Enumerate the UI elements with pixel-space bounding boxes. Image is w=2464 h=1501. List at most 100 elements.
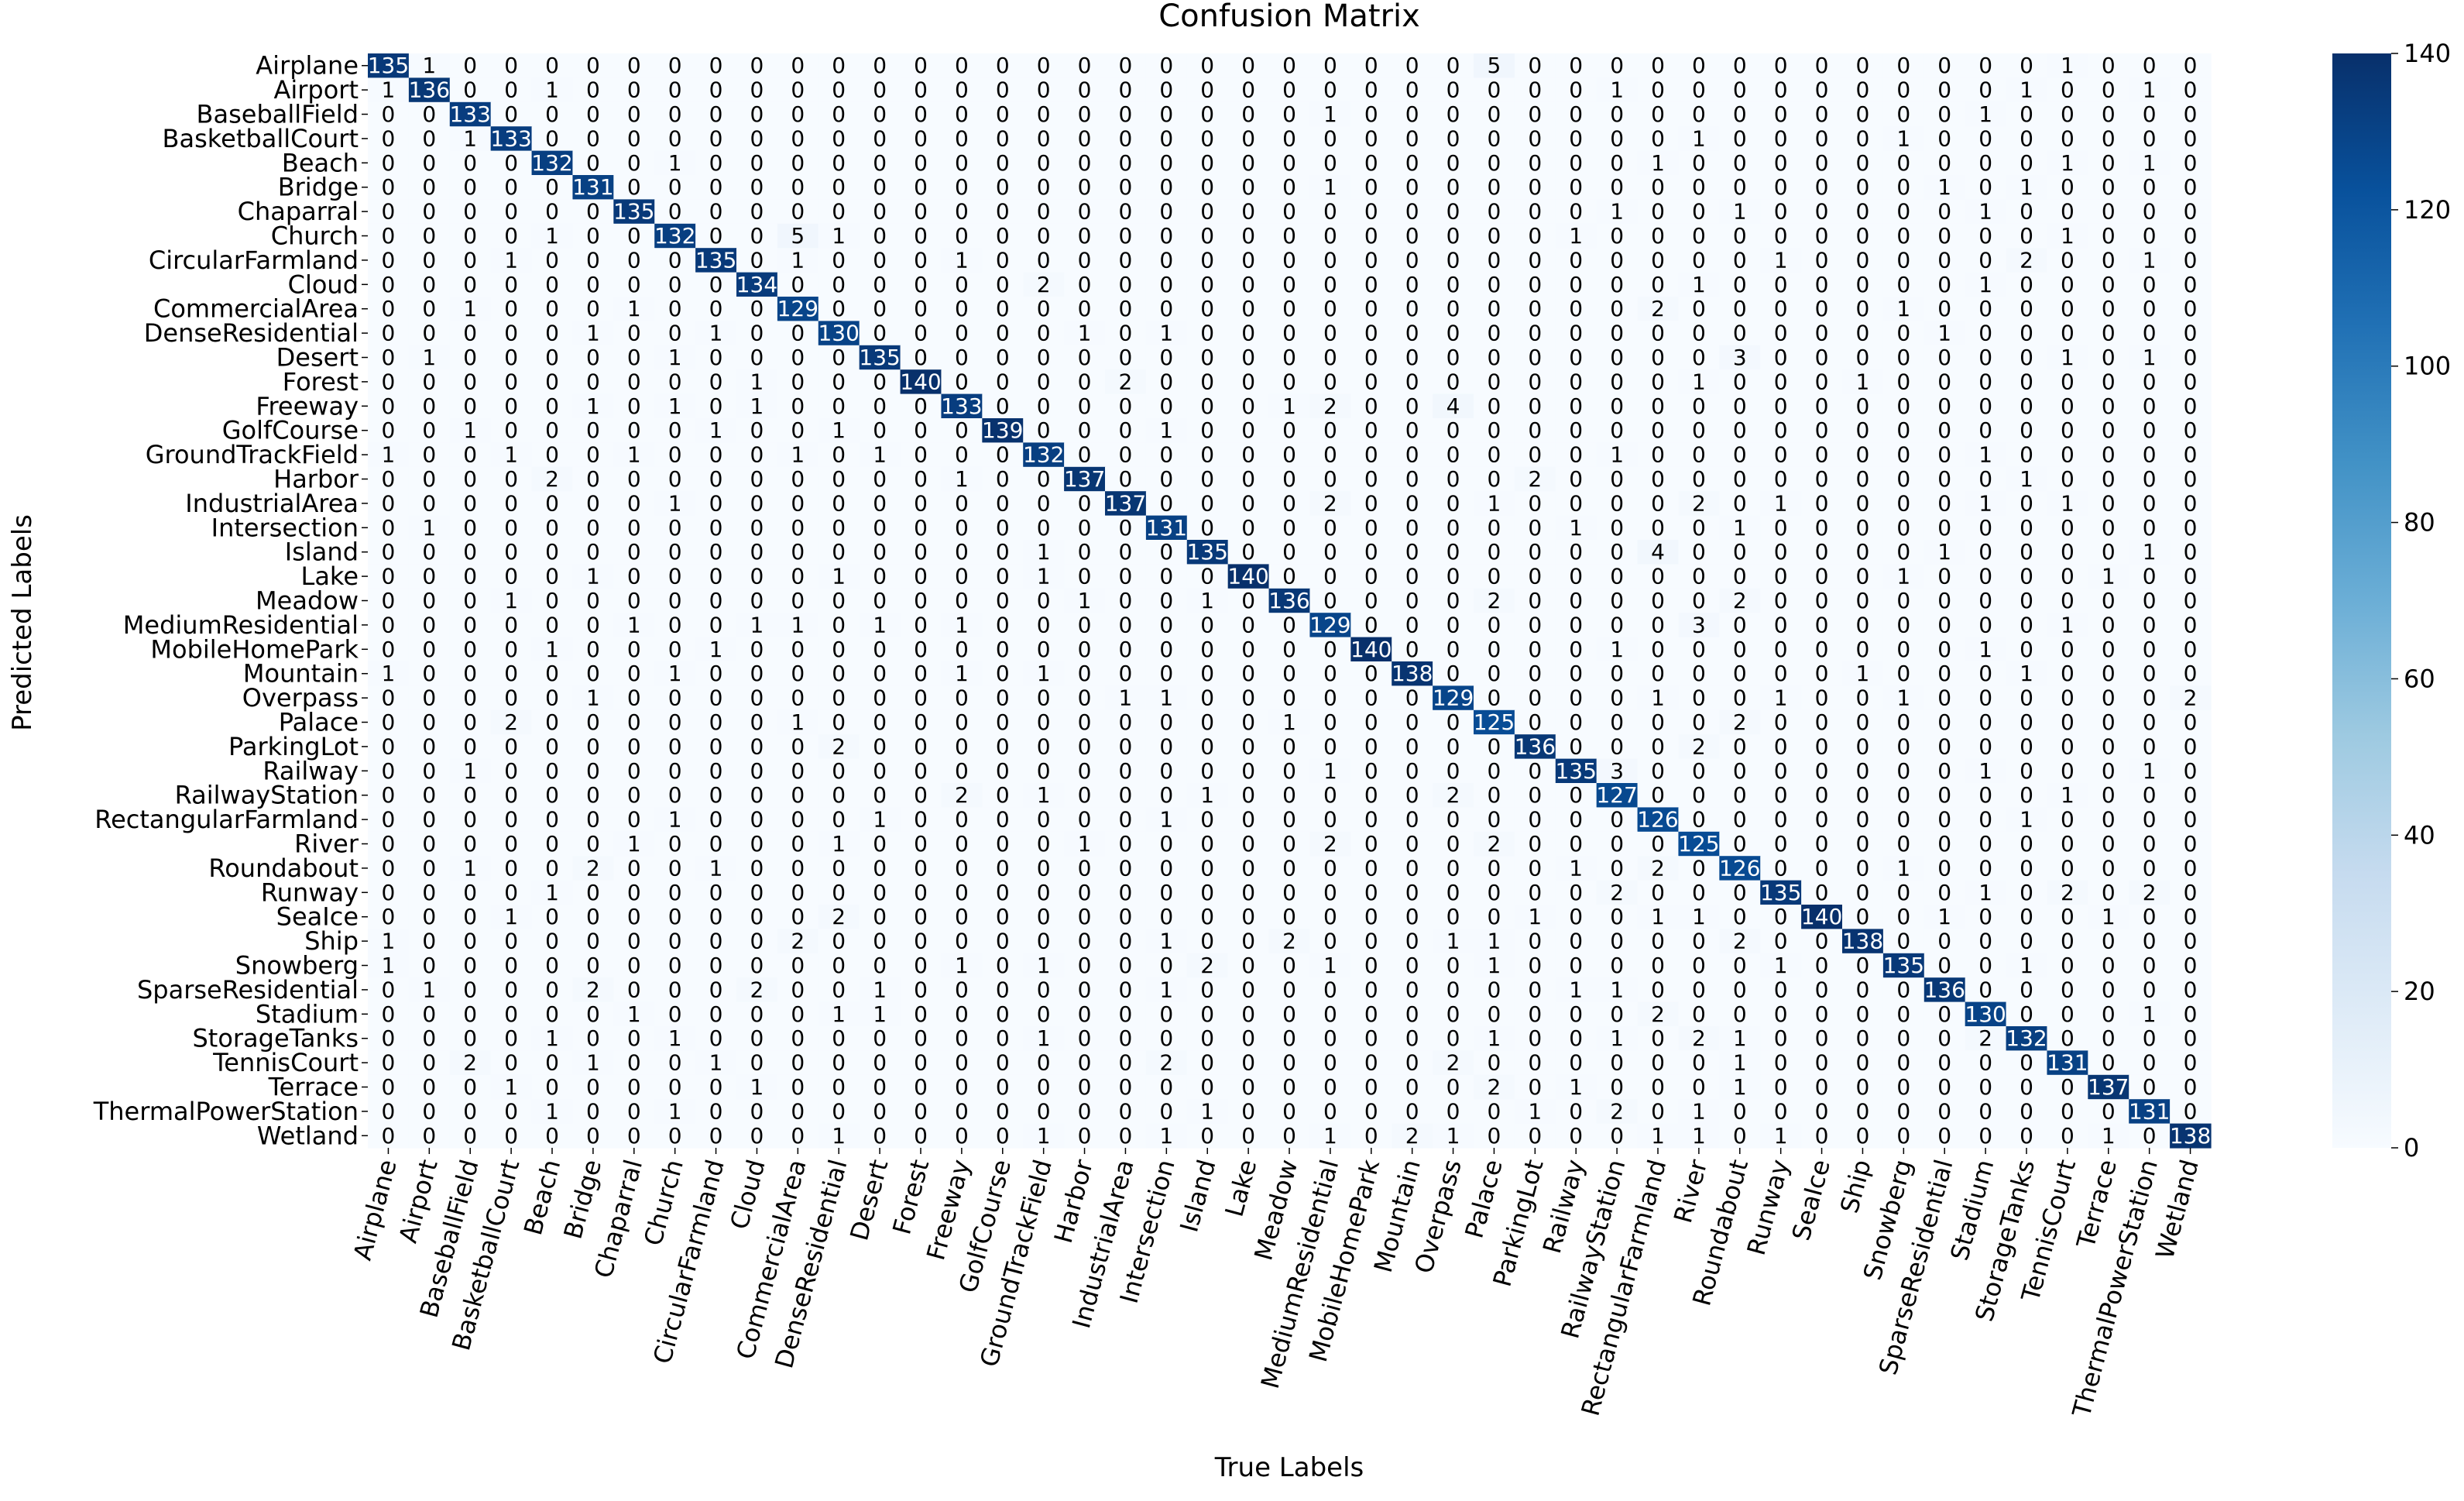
heatmap-cell (613, 345, 655, 370)
cell-value-label: 0 (2184, 515, 2198, 541)
cell-value-label: 0 (873, 588, 887, 613)
cell-value-label: 140 (900, 369, 941, 394)
cell-value-label: 0 (1446, 174, 1460, 200)
cell-value-label: 0 (2061, 637, 2074, 662)
heatmap-cell (1433, 101, 1474, 127)
cell-value-label: 0 (2184, 661, 2198, 686)
cell-value-label: 0 (504, 1025, 518, 1051)
cell-value-label: 0 (914, 855, 928, 881)
cell-value-label: 0 (1569, 174, 1583, 200)
cell-value-label: 1 (873, 612, 887, 637)
heatmap-cell (859, 53, 901, 78)
cell-value-label: 0 (1200, 321, 1214, 346)
cell-value-label: 2 (1692, 733, 1706, 759)
heatmap-cell (1678, 150, 1720, 176)
heatmap-cell (1145, 150, 1188, 176)
cell-value-label: 0 (382, 733, 396, 759)
cell-value-label: 1 (791, 247, 805, 273)
cell-value-label: 0 (1733, 612, 1747, 637)
cell-value-label: 0 (1896, 612, 1910, 637)
cell-value-label: 0 (2184, 345, 2198, 370)
heatmap-cell (1474, 150, 1515, 176)
cell-value-label: 0 (1528, 953, 1542, 978)
cell-value-label: 0 (2061, 417, 2074, 443)
cell-value-label: 0 (1405, 490, 1419, 516)
heatmap-cell (1637, 53, 1680, 78)
cell-value-label: 0 (1610, 1074, 1624, 1100)
cell-value-label: 0 (1937, 515, 1951, 541)
cell-value-label: 0 (1488, 393, 1501, 419)
cell-value-label: 0 (1405, 515, 1419, 541)
heatmap-cell (1923, 175, 1966, 200)
cell-value-label: 0 (545, 733, 559, 759)
cell-value-label: 0 (1200, 272, 1214, 297)
cell-value-label: 0 (504, 929, 518, 954)
heatmap-cell (736, 369, 778, 395)
heatmap-cell (1105, 345, 1147, 370)
heatmap-cell (982, 53, 1024, 78)
cell-value-label: 0 (1200, 53, 1214, 78)
cell-value-label: 0 (1774, 174, 1788, 200)
heatmap-cell (1555, 53, 1597, 78)
cell-value-label: 0 (873, 539, 887, 565)
cell-value-label: 0 (2143, 1025, 2157, 1051)
cell-value-label: 0 (1405, 880, 1419, 905)
cell-value-label: 0 (1978, 661, 1992, 686)
heatmap-cell (1433, 126, 1474, 152)
cell-value-label: 0 (832, 977, 846, 1002)
heatmap-cell (1965, 297, 2007, 321)
cell-value-label: 0 (1569, 296, 1583, 321)
heatmap-cell (1268, 150, 1311, 176)
cell-value-label: 0 (2020, 199, 2033, 225)
heatmap-cell (1514, 272, 1556, 297)
cell-value-label: 1 (709, 855, 723, 881)
cell-value-label: 0 (2143, 53, 2157, 78)
cell-value-label: 0 (1282, 515, 1296, 541)
cell-value-label: 0 (1978, 174, 1992, 200)
cell-value-label: 0 (914, 417, 928, 443)
cell-value-label: 1 (1651, 1123, 1665, 1149)
cell-value-label: 0 (1896, 417, 1910, 443)
cell-value-label: 0 (1323, 564, 1337, 589)
cell-value-label: 0 (1364, 1074, 1378, 1100)
cell-value-label: 0 (422, 685, 436, 711)
cell-value-label: 0 (1405, 904, 1419, 929)
cell-value-label: 1 (1488, 490, 1501, 516)
cell-value-label: 0 (1488, 272, 1501, 297)
cell-value-label: 0 (422, 393, 436, 419)
cell-value-label: 2 (1488, 588, 1501, 613)
cell-value-label: 2 (2143, 880, 2157, 905)
heatmap-cell (1637, 321, 1680, 346)
cell-value-label: 0 (504, 977, 518, 1002)
cell-value-label: 1 (586, 1050, 600, 1076)
cell-value-label: 0 (1937, 588, 1951, 613)
cell-value-label: 0 (2184, 904, 2198, 929)
cell-value-label: 0 (1896, 661, 1910, 686)
cell-value-label: 1 (1978, 101, 1992, 127)
cell-value-label: 0 (2102, 612, 2116, 637)
cell-value-label: 0 (1774, 1001, 1788, 1027)
cell-value-label: 0 (1774, 125, 1788, 151)
cell-value-label: 0 (1037, 1001, 1051, 1027)
heatmap-cell (695, 248, 737, 273)
cell-value-label: 136 (1923, 977, 1965, 1002)
heatmap-cell (2170, 223, 2212, 249)
cell-value-label: 2 (1323, 490, 1337, 516)
cell-value-label: 0 (1815, 880, 1829, 905)
cell-value-label: 0 (1119, 101, 1133, 127)
cell-value-label: 0 (1815, 247, 1829, 273)
cell-value-label: 0 (1610, 321, 1624, 346)
cell-value-label: 0 (1815, 1074, 1829, 1100)
cell-value-label: 132 (2006, 1025, 2047, 1051)
heatmap-cell (1064, 297, 1106, 321)
cell-value-label: 0 (750, 490, 764, 516)
heatmap-cell (1637, 77, 1680, 103)
cell-value-label: 0 (1528, 345, 1542, 370)
heatmap-cell (818, 101, 860, 127)
heatmap-cell (1801, 321, 1843, 346)
cell-value-label: 0 (1200, 904, 1214, 929)
heatmap-cell (490, 248, 533, 273)
cell-value-label: 0 (627, 1098, 641, 1124)
heatmap-cell (2047, 248, 2088, 273)
heatmap-cell (572, 199, 614, 225)
